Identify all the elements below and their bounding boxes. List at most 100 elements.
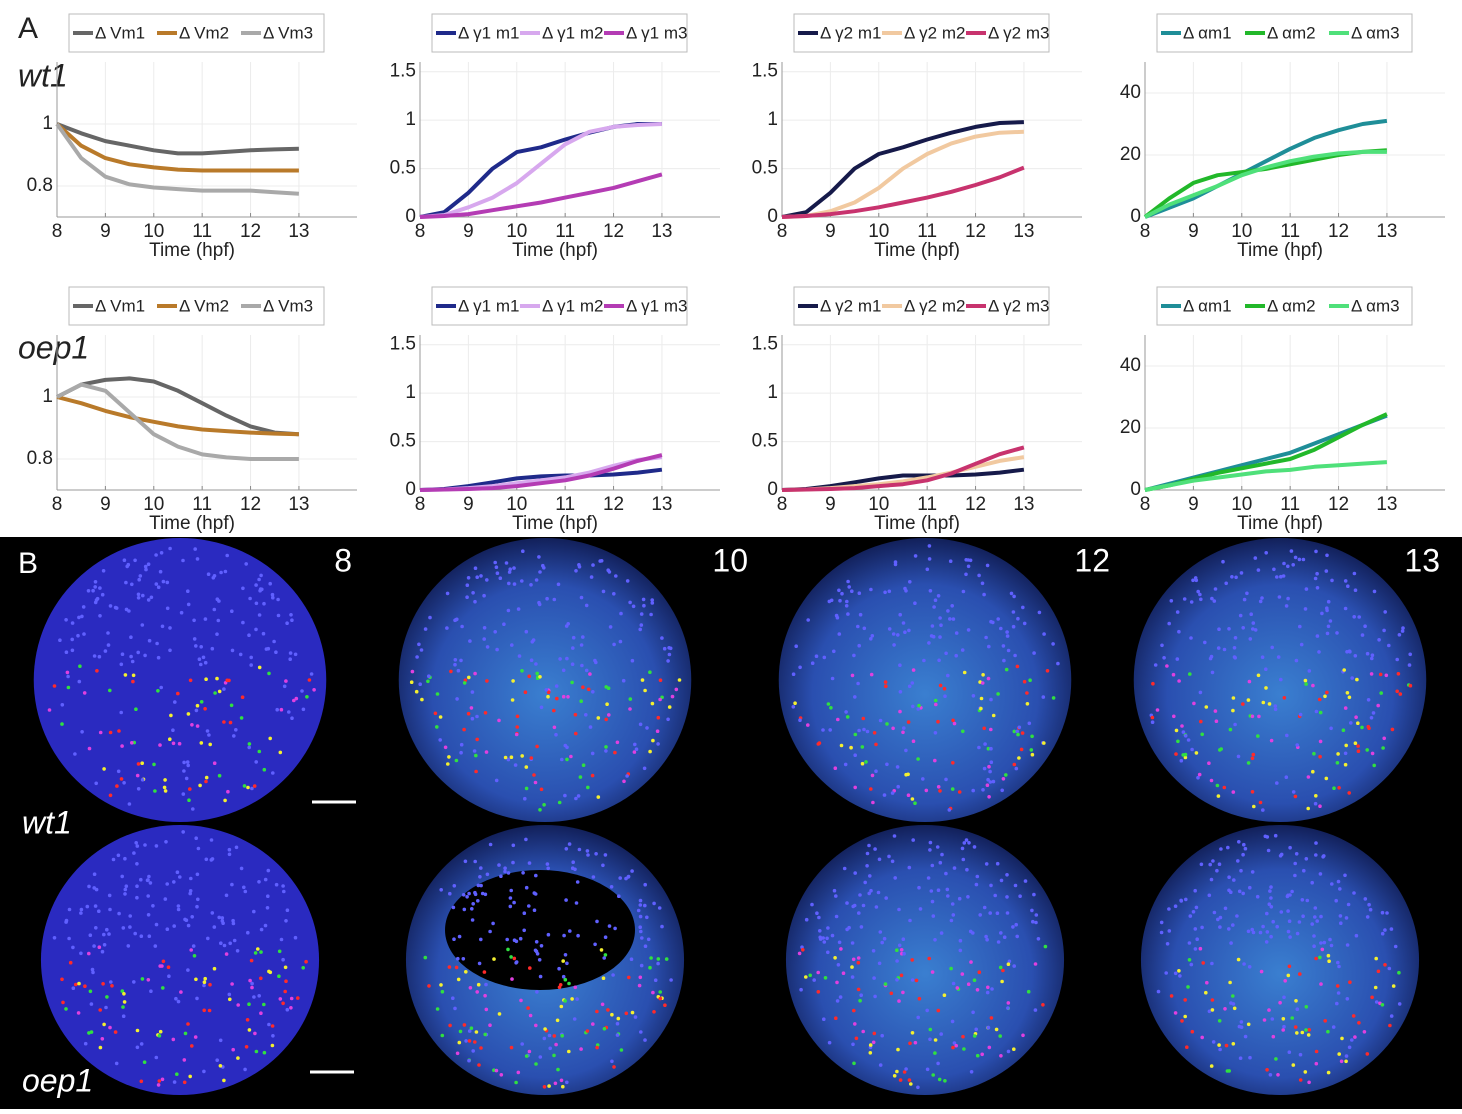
cell-dot <box>1304 1028 1308 1032</box>
cell-dot <box>1384 673 1389 678</box>
cell-dot <box>289 996 294 1001</box>
cell-dot <box>1015 934 1019 939</box>
cell-dot <box>186 923 191 928</box>
cell-dot <box>621 678 626 683</box>
cell-dot <box>1005 911 1010 915</box>
cell-dot <box>862 626 867 631</box>
cell-dot <box>1196 775 1200 780</box>
legend-label: Δ αm1 <box>1183 296 1232 315</box>
cell-dot <box>230 648 235 653</box>
cell-dot <box>1205 980 1209 985</box>
cell-dot <box>966 564 971 569</box>
cell-dot <box>1216 794 1221 798</box>
time-label: 10 <box>712 542 748 578</box>
cell-dot <box>577 847 582 852</box>
cell-dot <box>1199 719 1203 724</box>
cell-dot <box>548 1046 552 1051</box>
cell-dot <box>1042 632 1046 636</box>
cell-dot <box>288 657 293 661</box>
cell-dot <box>798 665 802 670</box>
cell-dot <box>618 639 623 644</box>
cell-dot <box>83 1041 88 1046</box>
cell-dot <box>906 793 911 797</box>
cell-dot <box>994 1027 999 1032</box>
cell-dot <box>604 717 608 722</box>
cell-dot <box>612 592 616 596</box>
cell-dot <box>1325 631 1330 636</box>
cell-dot <box>265 906 270 910</box>
cell-dot <box>465 595 469 599</box>
cell-dot <box>868 1043 873 1047</box>
legend-label: Δ αm3 <box>1351 296 1400 315</box>
cell-dot <box>495 647 499 652</box>
cell-dot <box>648 670 652 674</box>
cell-dot <box>658 990 662 994</box>
cell-dot <box>630 869 634 873</box>
cell-dot <box>259 927 264 932</box>
cell-dot <box>936 1061 940 1066</box>
cell-dot <box>1314 709 1319 714</box>
cell-dot <box>531 638 536 642</box>
cell-dot <box>139 934 144 938</box>
cell-dot <box>830 933 835 938</box>
cell-dot <box>649 956 653 960</box>
cell-dot <box>1314 1061 1319 1066</box>
cell-dot <box>639 929 643 934</box>
cell-dot <box>1340 1036 1344 1041</box>
cell-dot <box>925 1008 929 1013</box>
cell-dot <box>169 713 173 718</box>
cell-dot <box>65 670 70 675</box>
cell-dot <box>832 888 837 893</box>
cell-dot <box>252 909 256 914</box>
cell-dot <box>1231 1042 1236 1046</box>
cell-dot <box>1365 1052 1370 1056</box>
cell-dot <box>938 635 942 639</box>
cell-dot <box>470 907 474 911</box>
cell-dot <box>596 795 601 799</box>
cell-dot <box>137 577 141 582</box>
cell-dot <box>861 903 866 908</box>
cell-dot <box>833 956 837 960</box>
cell-dot <box>825 936 829 941</box>
cell-dot <box>594 852 598 856</box>
cell-dot <box>1370 656 1374 661</box>
cell-dot <box>532 908 537 912</box>
cell-dot <box>639 612 644 616</box>
cell-dot <box>98 586 102 590</box>
cell-dot <box>1369 716 1374 720</box>
cell-dot <box>571 635 576 640</box>
cell-dot <box>1287 919 1292 923</box>
cell-dot <box>285 621 289 625</box>
cell-dot <box>836 717 840 722</box>
cell-dot <box>1387 966 1392 971</box>
cell-dot <box>1380 1003 1385 1007</box>
cell-dot <box>1239 571 1244 575</box>
cell-dot <box>176 691 180 696</box>
cell-dot <box>1283 979 1287 983</box>
cell-dot <box>1335 761 1340 765</box>
cell-dot <box>971 788 975 793</box>
cell-dot <box>1362 1030 1367 1034</box>
cell-dot <box>1276 655 1281 659</box>
cell-dot <box>483 1032 488 1037</box>
cell-dot <box>1269 738 1274 743</box>
cell-dot <box>164 840 168 844</box>
cell-dot <box>1241 852 1245 857</box>
cell-dot <box>793 701 797 705</box>
cell-dot <box>1279 677 1283 682</box>
cell-dot <box>267 1022 271 1027</box>
cell-dot <box>462 727 466 732</box>
cell-dot <box>287 710 291 714</box>
cell-dot <box>649 612 653 617</box>
cell-dot <box>937 658 941 663</box>
cell-dot <box>207 1008 212 1013</box>
cell-dot <box>1242 597 1247 602</box>
cell-dot <box>1023 879 1028 883</box>
cell-dot <box>191 807 195 811</box>
cell-dot <box>838 995 843 999</box>
cell-dot <box>1336 879 1341 884</box>
cell-dot <box>908 1041 912 1046</box>
cell-dot <box>804 975 808 979</box>
